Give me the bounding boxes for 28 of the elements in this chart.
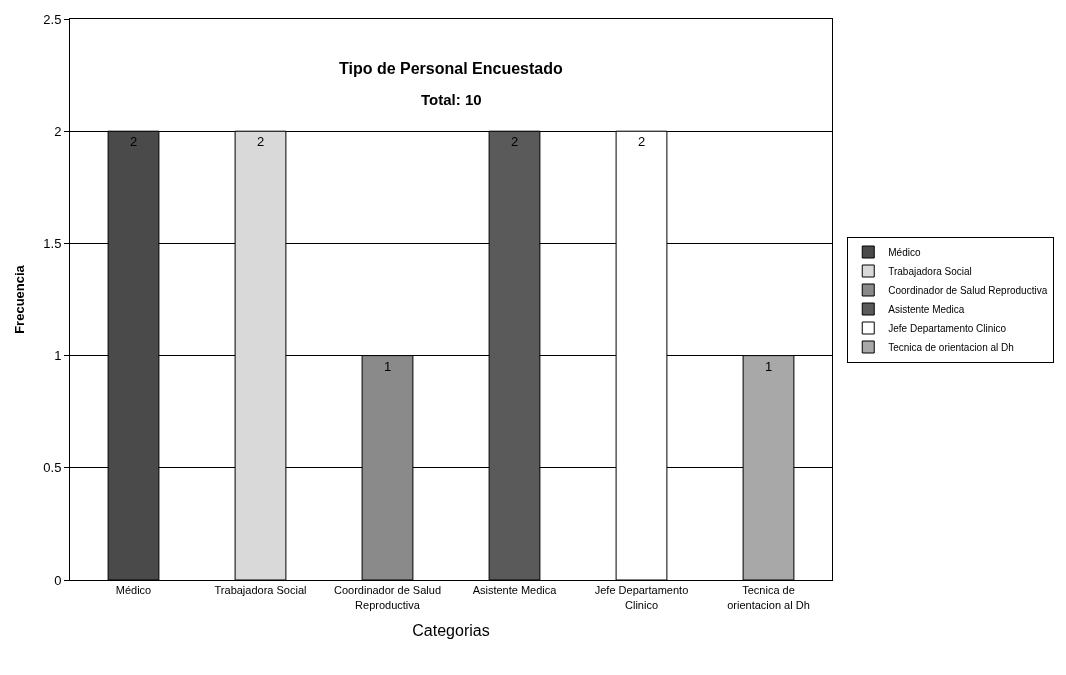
text: Total: 10	[421, 91, 482, 108]
y-tick-label: 0	[54, 572, 62, 588]
legend-label: Asistente Medica	[888, 303, 965, 315]
y-axis-title: Frecuencia	[12, 264, 28, 334]
y-tick-label: 2.5	[43, 11, 62, 27]
y-tick-label: 1.5	[43, 235, 62, 251]
data-label: 2	[637, 134, 646, 150]
data-label: 1	[764, 358, 773, 374]
x-axis-title: Categorias	[412, 622, 490, 640]
legend-label: Coordinador de Salud Reproductiva	[888, 284, 1048, 296]
x-tick-label: Coordinador de Salud Reproductiva	[333, 584, 442, 611]
x-tick-label: Asistente Medica	[472, 584, 558, 597]
legend-label: Médico	[888, 246, 921, 258]
x-tick-label: Trabajadora Social	[214, 584, 307, 597]
data-label: 1	[383, 358, 392, 374]
data-label: 2	[256, 134, 265, 150]
data-label: 2	[510, 134, 519, 150]
y-tick-label: 0.5	[43, 460, 62, 476]
data-label: 2	[129, 134, 138, 150]
text: Tipo de Personal Encuestado	[339, 60, 563, 77]
legend-label: Tecnica de orientacion al Dh	[888, 341, 1014, 353]
x-tick-label: Médico	[115, 584, 152, 597]
x-tick-label: Tecnica de orientacion al Dh	[727, 584, 810, 611]
y-tick-label: 2	[54, 123, 62, 139]
legend-label: Trabajadora Social	[888, 265, 972, 277]
y-tick-label: 1	[54, 348, 62, 364]
x-tick-label: Jefe Departamento Clinico	[594, 584, 689, 611]
legend-label: Jefe Departamento Clinico	[888, 322, 1007, 334]
